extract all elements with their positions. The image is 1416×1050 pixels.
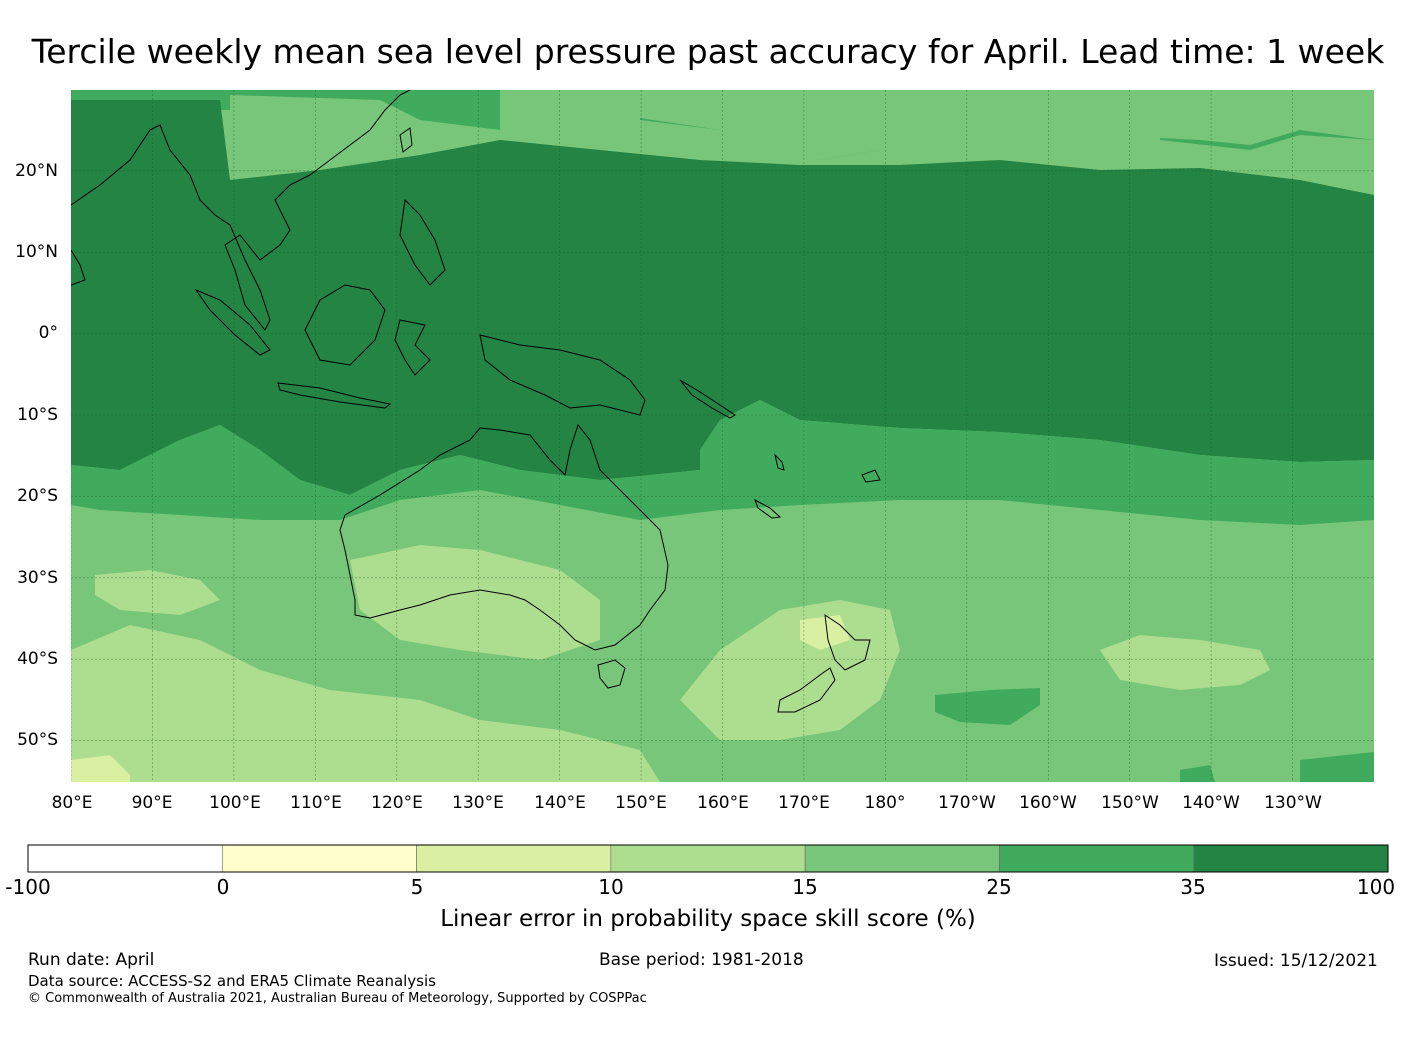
lon-tick-label: 90°E bbox=[131, 793, 173, 813]
north-light-patch bbox=[640, 90, 880, 160]
map-title: Tercile weekly mean sea level pressure p… bbox=[31, 32, 1385, 71]
taiwan-coast bbox=[399, 127, 413, 153]
tasmania-coast bbox=[597, 659, 626, 689]
colorbar-segment bbox=[804, 844, 1000, 873]
colorbar-tick: 10 bbox=[598, 875, 624, 899]
colorbar-segment bbox=[1193, 844, 1389, 873]
colorbar bbox=[27, 844, 1389, 873]
southwest-light-patch bbox=[71, 625, 660, 782]
lon-tick-label: 110°E bbox=[290, 793, 342, 813]
coastlines bbox=[71, 90, 881, 713]
philippines-coast bbox=[399, 198, 446, 286]
lon-tick-label: 80°E bbox=[51, 793, 93, 813]
lon-tick-label: 120°E bbox=[371, 793, 423, 813]
lat-tick-label: 20°S bbox=[17, 486, 58, 506]
lon-tick-label: 130°W bbox=[1264, 793, 1322, 813]
sulawesi-coast bbox=[394, 319, 431, 376]
colorbar-tick: 15 bbox=[792, 875, 818, 899]
sumatra-coast bbox=[194, 288, 271, 356]
colorbar-segment bbox=[221, 844, 417, 873]
borneo-coast bbox=[304, 284, 386, 366]
lon-tick-label: 150°E bbox=[615, 793, 667, 813]
lon-tick-label: 160°E bbox=[697, 793, 749, 813]
lat-tick-label: 0° bbox=[38, 323, 58, 343]
lat-tick-label: 30°S bbox=[17, 568, 58, 588]
lon-tick-label: 140°W bbox=[1182, 793, 1240, 813]
base-period: Base period: 1981-2018 bbox=[599, 950, 804, 970]
southeast-dark-patch bbox=[1300, 752, 1374, 782]
nz-north-island-coast bbox=[824, 613, 871, 671]
southeast-dark-patch-2 bbox=[1180, 765, 1215, 782]
new-guinea-coast bbox=[479, 334, 646, 416]
colorbar-label: Linear error in probability space skill … bbox=[440, 906, 976, 932]
lon-tick-label: 100°E bbox=[209, 793, 261, 813]
colorbar-segment bbox=[27, 844, 223, 873]
asia-mainland-coast bbox=[71, 90, 411, 331]
java-coast bbox=[277, 382, 392, 409]
solomon-islands-coast bbox=[679, 379, 736, 419]
colorbar-segment bbox=[999, 844, 1195, 873]
lon-gridlines bbox=[71, 90, 1293, 782]
colorbar-tick: 35 bbox=[1180, 875, 1206, 899]
colorbar-tick: 25 bbox=[986, 875, 1012, 899]
lon-tick-label: 160°W bbox=[1019, 793, 1077, 813]
colorbar-segment bbox=[416, 844, 612, 873]
lat-tick-label: 50°S bbox=[17, 730, 58, 750]
lon-tick-label: 150°W bbox=[1101, 793, 1159, 813]
southwest-pale-patch bbox=[71, 755, 130, 782]
lat-tick-label: 10°N bbox=[15, 242, 58, 262]
lat-tick-label: 10°S bbox=[17, 405, 58, 425]
west-light-patch bbox=[95, 570, 220, 615]
colorbar-tick: 100 bbox=[1356, 875, 1396, 899]
data-source: Data source: ACCESS-S2 and ERA5 Climate … bbox=[28, 972, 436, 990]
fiji-coast bbox=[861, 469, 881, 483]
colorbar-tick: 0 bbox=[216, 875, 230, 899]
australia-light-patch bbox=[350, 545, 600, 660]
colorbar-segment bbox=[610, 844, 806, 873]
lat-tick-label: 20°N bbox=[15, 161, 58, 181]
colorbar-tick: -100 bbox=[5, 875, 51, 899]
lon-tick-label: 140°E bbox=[534, 793, 586, 813]
issued-date: Issued: 15/12/2021 bbox=[1214, 951, 1378, 971]
lat-gridlines bbox=[71, 170, 1374, 741]
india-south-coast bbox=[71, 249, 86, 286]
lon-tick-label: 170°E bbox=[778, 793, 830, 813]
colorbar-frame bbox=[27, 844, 1389, 873]
lon-tick-label: 180° bbox=[864, 793, 906, 813]
lon-tick-label: 170°W bbox=[938, 793, 996, 813]
copyright: © Commonwealth of Australia 2021, Austra… bbox=[28, 991, 647, 1006]
australia-coast bbox=[339, 423, 669, 651]
pacific-light-patch bbox=[1100, 635, 1270, 690]
colorbar-tick: 5 bbox=[410, 875, 424, 899]
vanuatu-coast bbox=[774, 453, 785, 471]
north-light-patch-2 bbox=[1160, 90, 1374, 145]
southern-dark-patch bbox=[935, 688, 1040, 725]
nz-south-island-coast bbox=[777, 667, 836, 713]
lon-tick-label: 130°E bbox=[452, 793, 504, 813]
new-caledonia-coast bbox=[754, 498, 782, 519]
run-date: Run date: April bbox=[28, 950, 155, 970]
lat-tick-label: 40°S bbox=[17, 649, 58, 669]
